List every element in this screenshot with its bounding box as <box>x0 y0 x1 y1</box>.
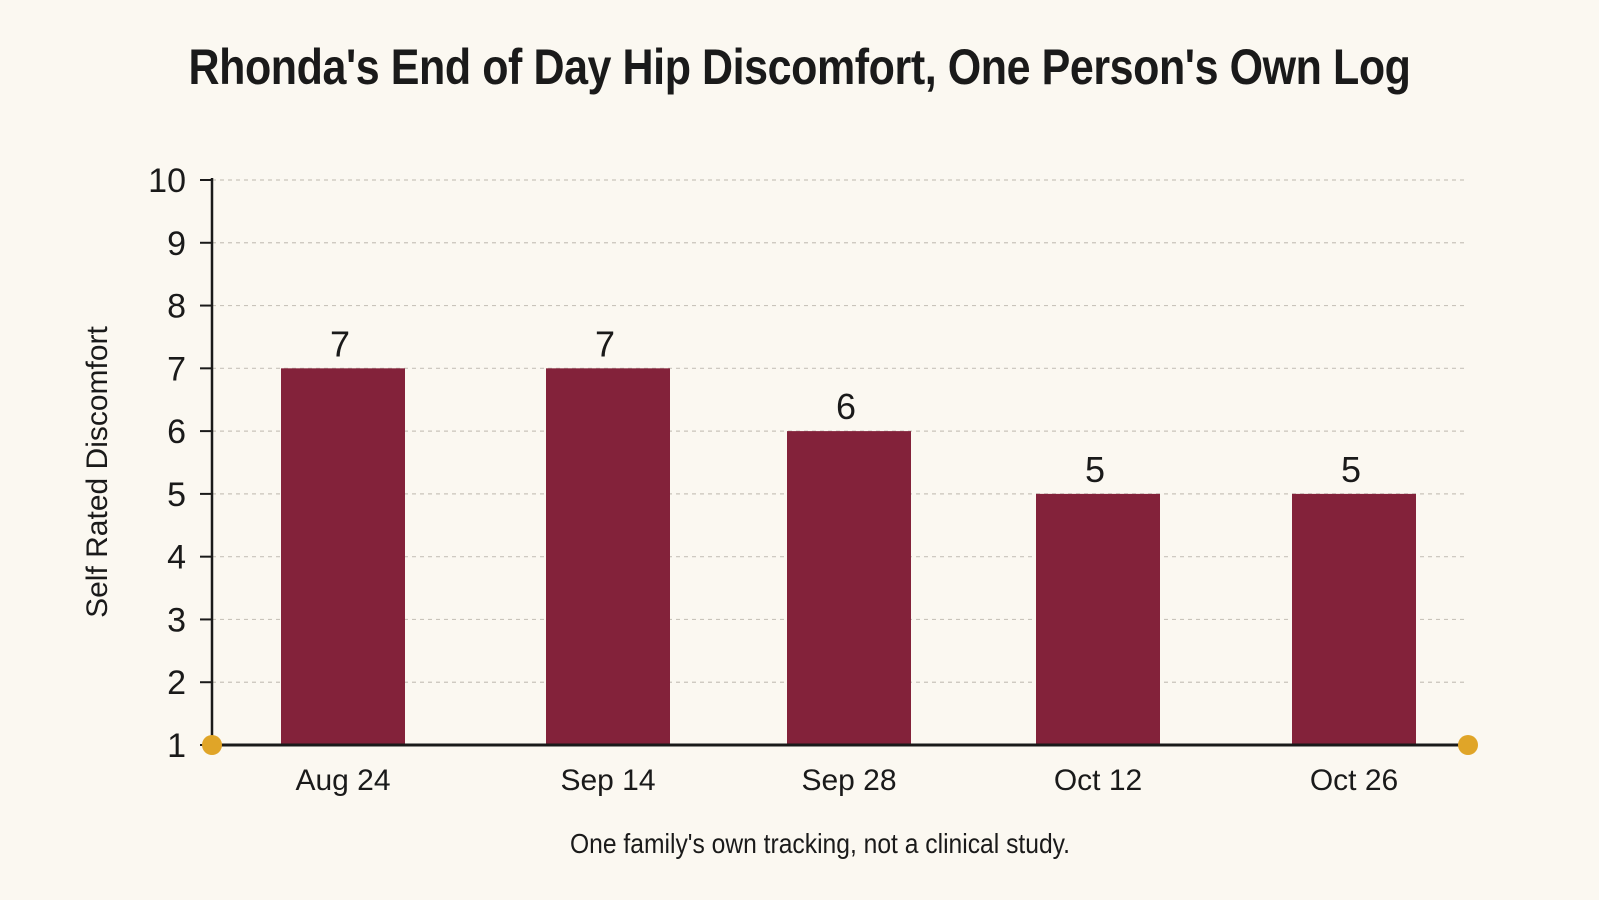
bar <box>1036 493 1160 745</box>
bar <box>787 431 911 745</box>
axes <box>200 178 1478 755</box>
chart-note: One family's own tracking, not a clinica… <box>569 828 1071 859</box>
y-tick-label: 4 <box>167 539 186 577</box>
labels: 1 2 3 4 5 6 7 8 9 10 7 Aug 24 7 Sep 14 6 Sep 28 5 Oct 12 5… <box>81 162 1398 797</box>
x-category-label: Aug 24 <box>295 764 390 797</box>
x-category-label: Sep 28 <box>801 764 896 797</box>
y-tick-label: 1 <box>167 727 186 765</box>
axis-end-dot <box>1458 735 1478 755</box>
x-category-label: Oct 26 <box>1310 764 1398 797</box>
y-tick-label: 9 <box>167 225 186 263</box>
bar-value-label: 5 <box>1341 449 1361 490</box>
bar-value-label: 7 <box>330 323 350 364</box>
y-tick-label: 7 <box>167 350 186 388</box>
axis-origin-dot <box>202 735 222 755</box>
bar-value-label: 5 <box>1085 449 1105 490</box>
y-axis-title: Self Rated Discomfort <box>81 325 114 617</box>
y-tick-label: 5 <box>167 476 186 514</box>
x-category-label: Sep 14 <box>560 764 655 797</box>
bar <box>281 368 405 745</box>
bar-value-label: 6 <box>836 386 856 427</box>
chart-title: Rhonda's End of Day Hip Discomfort, One … <box>188 39 1411 95</box>
bar-value-label: 7 <box>595 323 615 364</box>
y-tick-label: 3 <box>167 601 186 639</box>
y-tick-label: 6 <box>167 413 186 451</box>
y-tick-label: 8 <box>167 288 186 326</box>
bar <box>1292 493 1416 745</box>
y-tick-label: 10 <box>148 162 186 200</box>
y-tick-label: 2 <box>167 664 186 702</box>
x-category-label: Oct 12 <box>1054 764 1142 797</box>
bars <box>281 368 1416 745</box>
bar <box>546 368 670 745</box>
